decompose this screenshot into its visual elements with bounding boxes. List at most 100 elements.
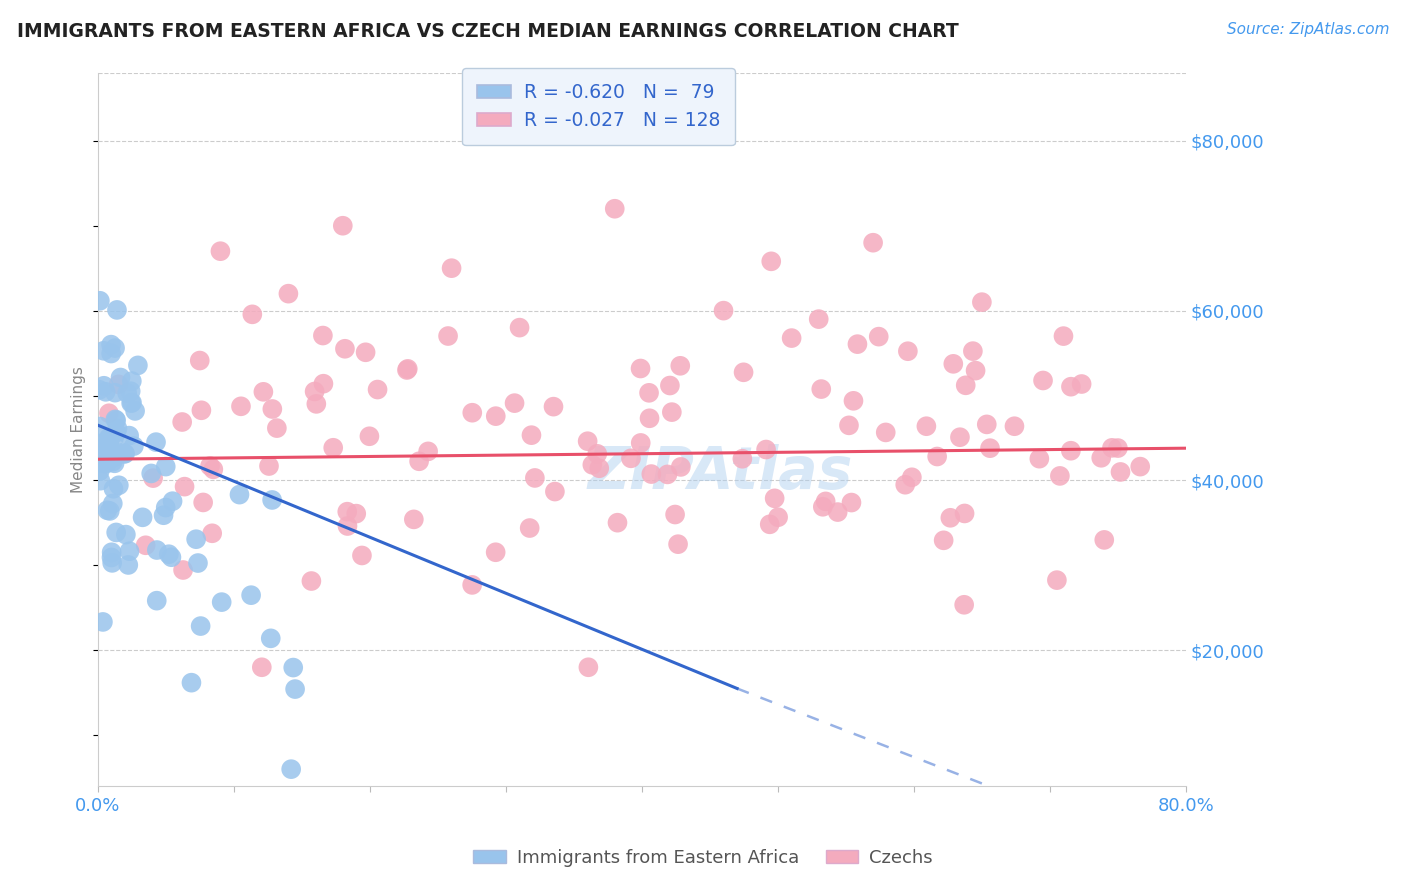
- Point: [846, 337, 869, 351]
- Point: [766, 510, 789, 524]
- Point: [523, 471, 546, 485]
- Point: [103, 432, 125, 446]
- Point: [586, 447, 609, 461]
- Point: [305, 397, 328, 411]
- Point: [862, 235, 884, 250]
- Point: [915, 419, 938, 434]
- Point: [104, 385, 127, 400]
- Point: [661, 405, 683, 419]
- Point: [814, 494, 837, 508]
- Point: [657, 467, 679, 482]
- Text: Source: ZipAtlas.com: Source: ZipAtlas.com: [1226, 22, 1389, 37]
- Point: [1129, 459, 1152, 474]
- Point: [104, 341, 127, 355]
- Point: [191, 495, 214, 509]
- Point: [98, 440, 121, 454]
- Point: [89, 383, 111, 397]
- Point: [344, 507, 367, 521]
- Point: [731, 451, 754, 466]
- Point: [155, 500, 177, 515]
- Point: [127, 359, 149, 373]
- Point: [894, 477, 917, 491]
- Point: [98, 504, 121, 518]
- Point: [1070, 377, 1092, 392]
- Point: [970, 295, 993, 310]
- Point: [118, 544, 141, 558]
- Point: [152, 508, 174, 523]
- Point: [333, 342, 356, 356]
- Text: IMMIGRANTS FROM EASTERN AFRICA VS CZECH MEDIAN EARNINGS CORRELATION CHART: IMMIGRANTS FROM EASTERN AFRICA VS CZECH …: [17, 22, 959, 41]
- Point: [437, 329, 460, 343]
- Point: [101, 450, 124, 465]
- Point: [949, 430, 972, 444]
- Point: [1109, 465, 1132, 479]
- Point: [160, 550, 183, 565]
- Point: [100, 346, 122, 360]
- Point: [953, 598, 976, 612]
- Point: [576, 434, 599, 449]
- Point: [638, 385, 661, 400]
- Point: [93, 343, 115, 358]
- Point: [198, 458, 221, 473]
- Point: [142, 471, 165, 485]
- Point: [209, 244, 232, 259]
- Point: [110, 370, 132, 384]
- Point: [211, 595, 233, 609]
- Point: [1028, 451, 1050, 466]
- Point: [322, 441, 344, 455]
- Point: [588, 461, 610, 475]
- Point: [868, 329, 890, 343]
- Point: [108, 478, 131, 492]
- Point: [304, 384, 326, 399]
- Point: [976, 417, 998, 432]
- Point: [1090, 450, 1112, 465]
- Point: [94, 384, 117, 399]
- Point: [96, 455, 118, 469]
- Point: [229, 400, 252, 414]
- Point: [114, 447, 136, 461]
- Point: [630, 436, 652, 450]
- Point: [260, 632, 283, 646]
- Point: [284, 682, 307, 697]
- Point: [172, 415, 194, 429]
- Point: [367, 383, 389, 397]
- Point: [105, 525, 128, 540]
- Point: [120, 384, 142, 399]
- Point: [93, 441, 115, 455]
- Point: [228, 487, 250, 501]
- Point: [250, 660, 273, 674]
- Point: [962, 344, 984, 359]
- Point: [89, 464, 111, 478]
- Point: [1004, 419, 1026, 434]
- Point: [942, 357, 965, 371]
- Point: [544, 484, 567, 499]
- Point: [811, 500, 834, 514]
- Point: [146, 543, 169, 558]
- Point: [262, 402, 284, 417]
- Point: [581, 458, 603, 472]
- Point: [145, 435, 167, 450]
- Point: [101, 496, 124, 510]
- Point: [758, 517, 780, 532]
- Point: [188, 353, 211, 368]
- Point: [359, 429, 381, 443]
- Point: [299, 574, 322, 588]
- Point: [115, 527, 138, 541]
- Point: [763, 491, 786, 506]
- Point: [810, 382, 832, 396]
- Point: [807, 312, 830, 326]
- Point: [103, 482, 125, 496]
- Point: [543, 400, 565, 414]
- Point: [901, 470, 924, 484]
- Point: [927, 450, 949, 464]
- Point: [955, 378, 977, 392]
- Point: [1049, 469, 1071, 483]
- Point: [107, 377, 129, 392]
- Point: [120, 396, 142, 410]
- Point: [155, 459, 177, 474]
- Point: [576, 660, 599, 674]
- Point: [101, 556, 124, 570]
- Point: [104, 412, 127, 426]
- Point: [202, 462, 225, 476]
- Point: [939, 510, 962, 524]
